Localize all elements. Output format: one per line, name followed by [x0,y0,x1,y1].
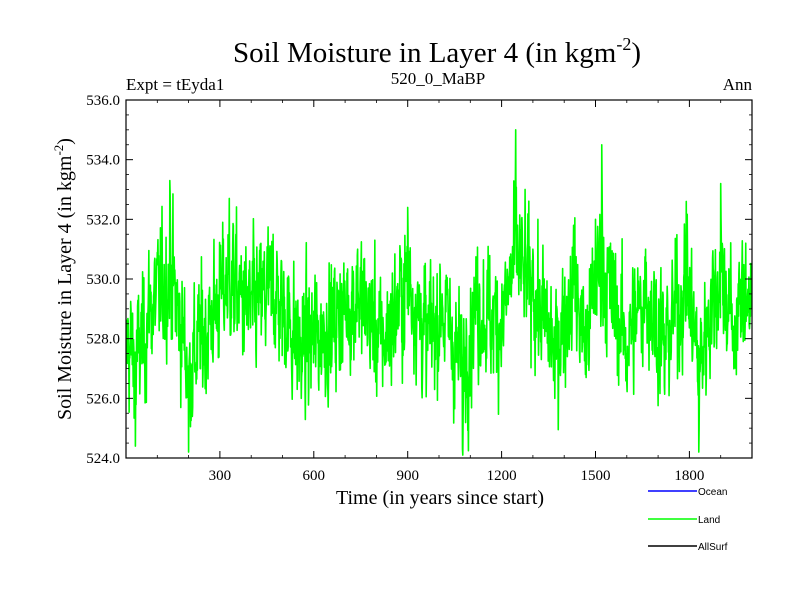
y-tick-label: 536.0 [86,93,120,109]
legend-item: Ocean [648,487,727,498]
x-tick-label: 600 [303,468,326,484]
y-tick-label: 532.0 [86,212,120,228]
legend-label: Land [698,515,720,526]
y-tick-label: 534.0 [86,153,120,169]
legend-item: AllSurf [648,542,728,553]
y-tick-label: 526.0 [86,391,120,407]
y-axis: 524.0 526.0 528.0 530.0 532.0 534.0 536.0 [86,93,752,467]
x-tick-label: 1500 [581,468,611,484]
legend-label: Ocean [698,487,727,498]
chart-title: Soil Moisture in Layer 4 (in kgm-2) [233,34,641,69]
y-tick-label: 524.0 [86,451,120,467]
y-tick-label: 530.0 [86,272,120,288]
x-axis-label: Time (in years since start) [336,487,544,509]
x-tick-label: 900 [396,468,419,484]
x-tick-label: 300 [209,468,232,484]
x-tick-label: 1800 [674,468,704,484]
series-group [126,129,752,456]
subtitle-right: Ann [723,75,753,94]
y-tick-label: 528.0 [86,332,120,348]
y-axis-label: Soil Moisture in Layer 4 (in kgm-2) [51,138,76,420]
legend-item: Land [648,515,720,526]
x-axis: 300 600 900 1200 1500 1800 [156,100,753,484]
subtitle-center: 520_0_MaBP [391,69,485,88]
series-line-land [126,129,752,456]
legend: Ocean Land AllSurf [648,487,728,553]
subtitle-left: Expt = tEyda1 [126,75,224,94]
x-tick-label: 1200 [487,468,517,484]
legend-label: AllSurf [698,542,728,553]
